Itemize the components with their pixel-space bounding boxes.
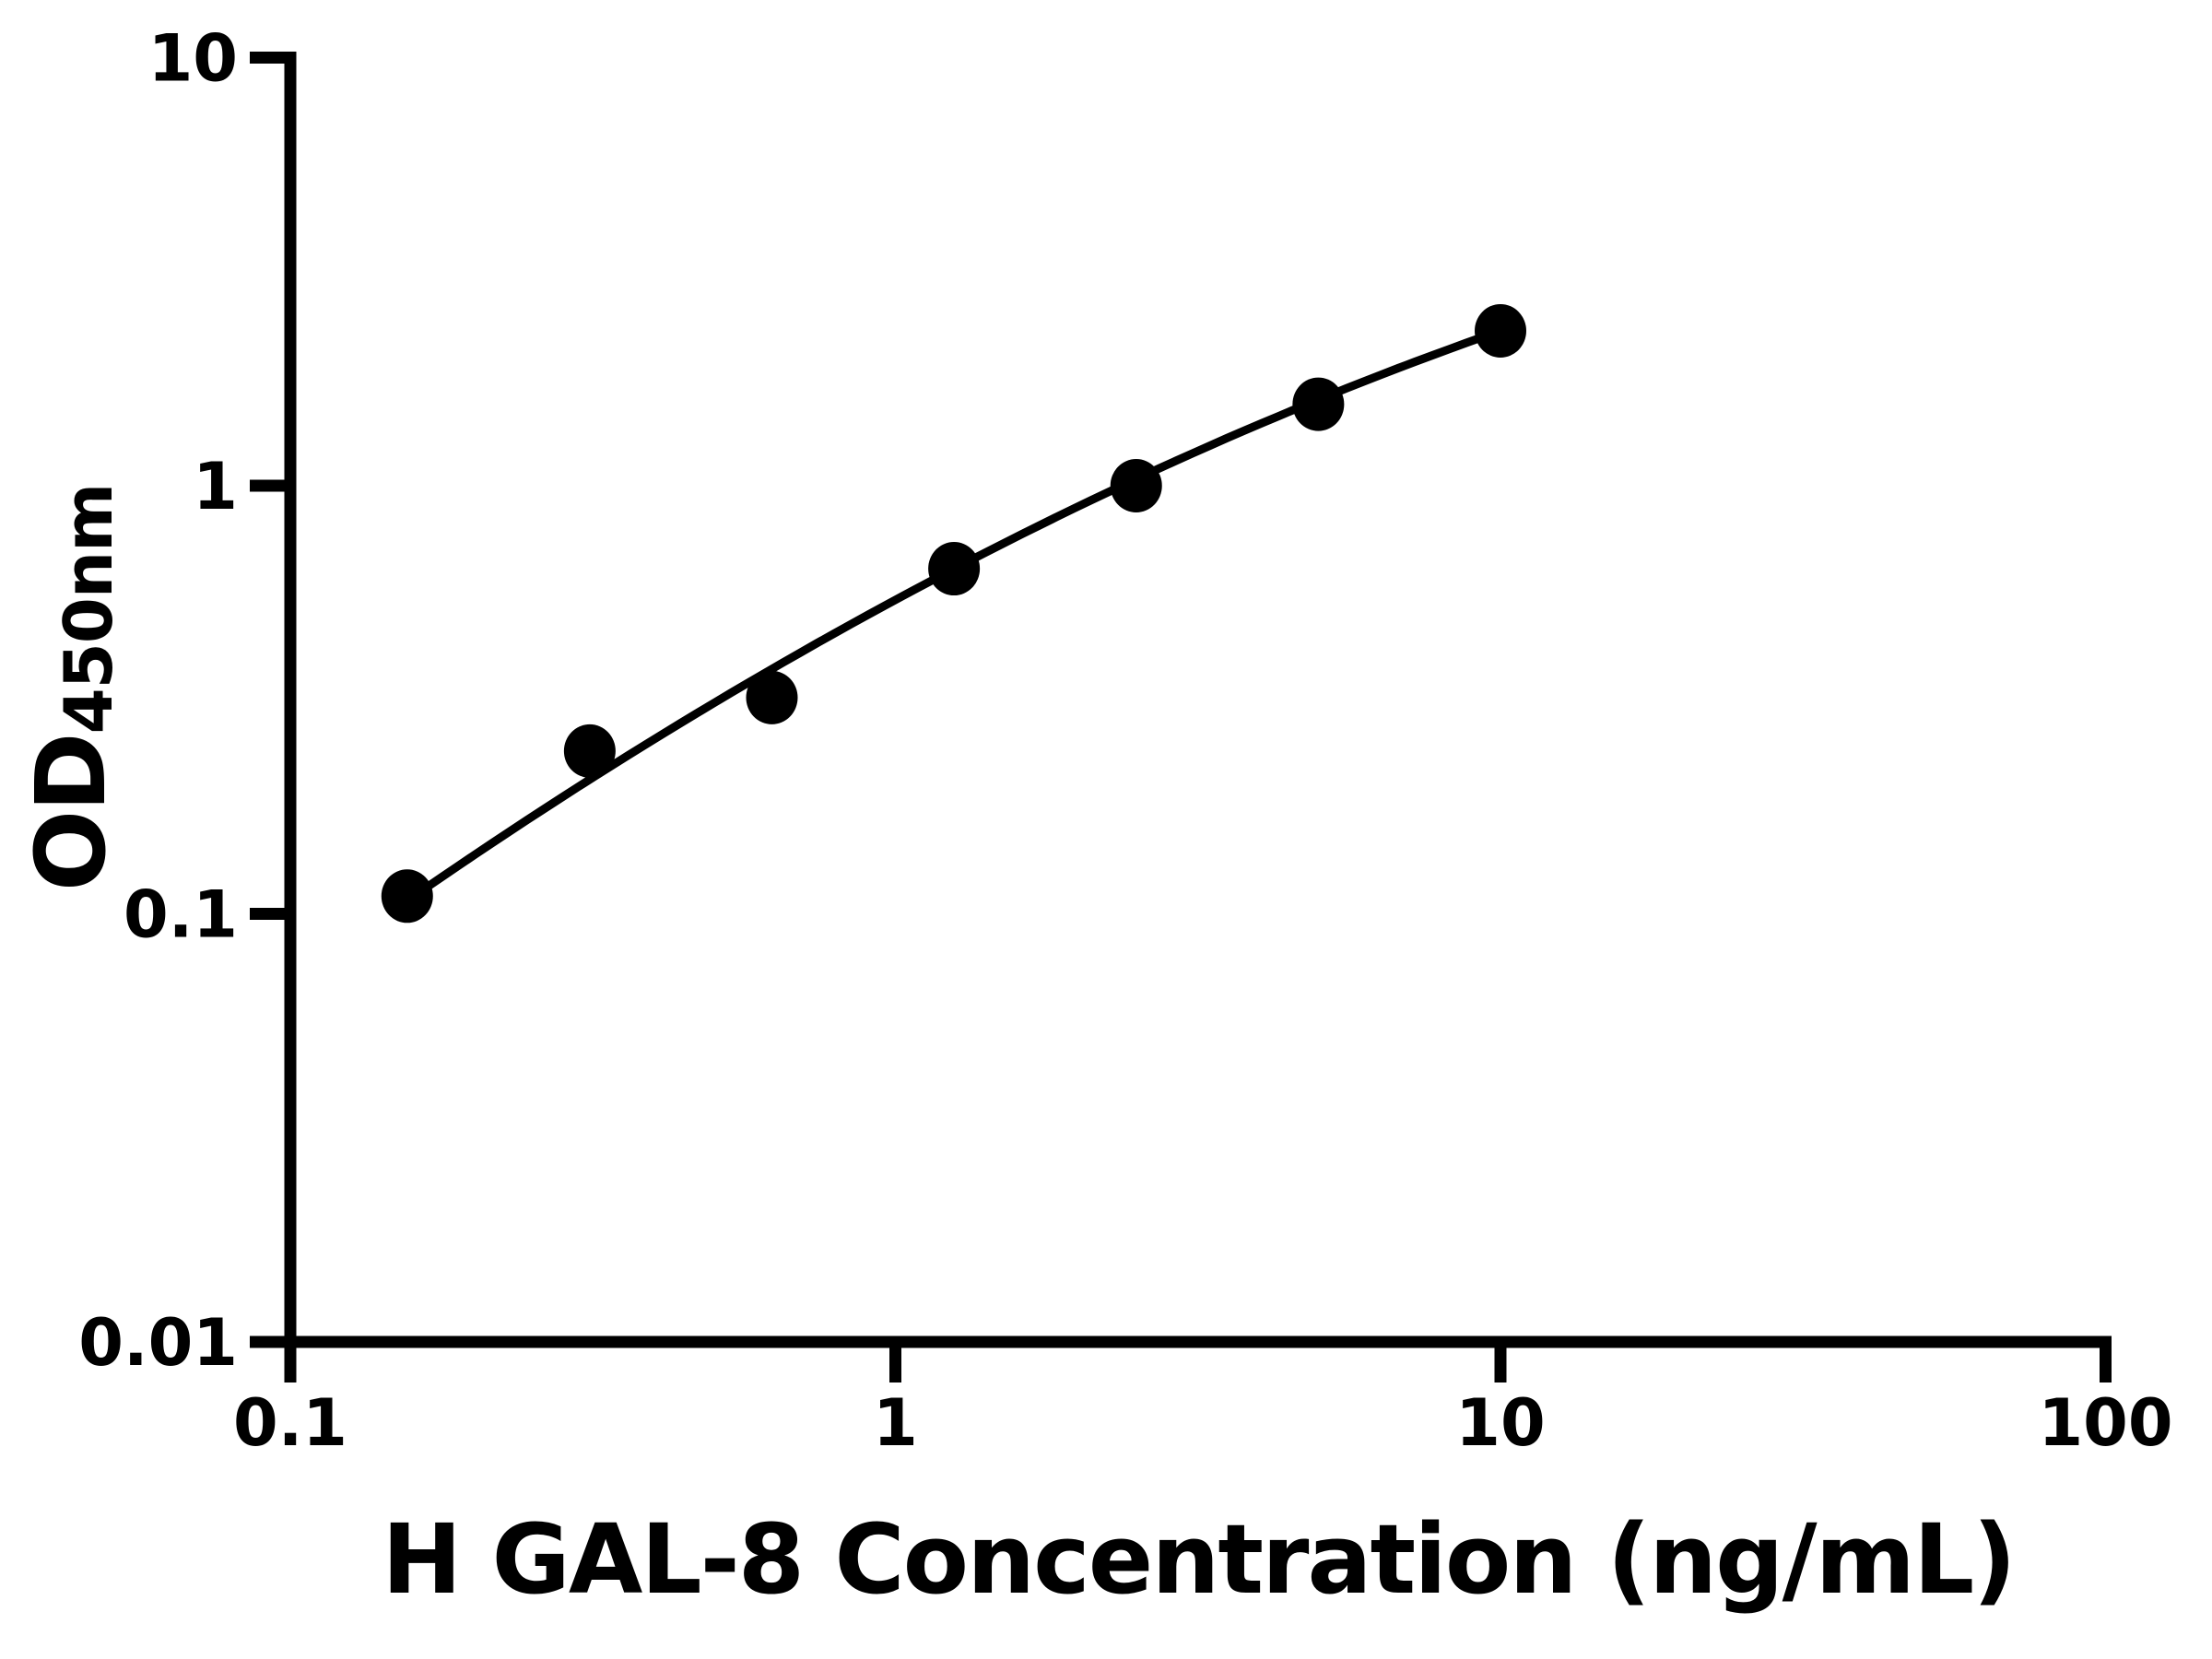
x-tick-label: 100 (2038, 1385, 2172, 1461)
y-axis-title-subscript: 450nm (50, 483, 127, 735)
data-point-marker (563, 724, 616, 778)
x-axis-title: H GAL-8 Concentration (ng/mL) (382, 1503, 2017, 1616)
x-tick-label: 10 (1455, 1385, 1545, 1461)
x-tick-label: 0.1 (233, 1385, 347, 1461)
data-point-marker (746, 670, 798, 724)
y-tick-label: 10 (148, 21, 238, 97)
y-axis-title: OD450nm (15, 393, 127, 982)
y-axis-title-main: OD (15, 734, 127, 892)
data-point-marker (381, 869, 433, 924)
x-tick-label: 1 (873, 1385, 918, 1461)
data-point-marker (1475, 303, 1526, 358)
y-tick-label: 1 (193, 449, 238, 524)
data-point-marker (1110, 459, 1162, 512)
data-point-marker (1292, 377, 1345, 431)
data-point-marker (928, 542, 981, 596)
y-tick-label: 0.1 (124, 877, 238, 953)
y-tick-label: 0.01 (78, 1305, 238, 1381)
